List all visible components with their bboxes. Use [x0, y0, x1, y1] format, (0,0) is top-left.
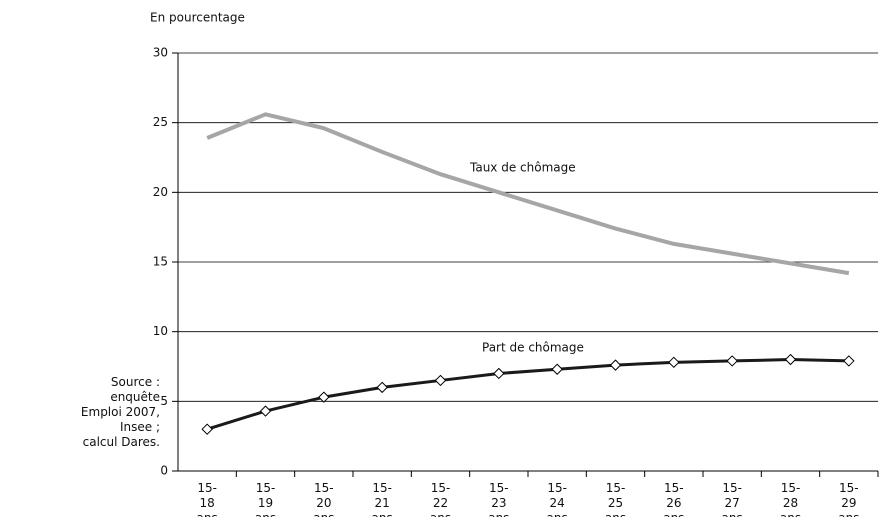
x-tick-label: 15-24 ans	[547, 481, 568, 517]
marker	[551, 363, 563, 375]
x-tick-label: 15-21 ans	[372, 481, 393, 517]
source-line: calcul Dares.	[82, 435, 160, 449]
x-tick-label-box: 15-20 ans	[313, 481, 334, 517]
marker	[376, 381, 388, 394]
y-tick-label: 25	[153, 115, 168, 129]
marker	[201, 423, 213, 435]
marker	[843, 355, 855, 367]
x-tick-label: 15-19 ans	[255, 481, 276, 517]
x-tick-label: 15-26 ans	[663, 481, 684, 517]
marker	[259, 405, 272, 417]
marker	[609, 359, 622, 371]
y-tick-label: 30	[153, 46, 168, 60]
y-tick-label: 5	[160, 394, 168, 408]
series-line	[206, 358, 849, 431]
marker	[784, 353, 797, 366]
source-line: Source :	[110, 375, 160, 389]
x-tick-label-box: 15-25 ans	[605, 481, 626, 517]
x-tick-label-box: 15-18 ans	[197, 481, 218, 517]
y-tick-label: 20	[153, 185, 168, 199]
series-line	[206, 112, 850, 276]
x-tick-label: 15-23 ans	[488, 481, 509, 517]
marker	[668, 356, 680, 369]
y-tick-label: 10	[153, 324, 168, 338]
x-tick-label: 15-18 ans	[197, 481, 218, 517]
y-axis-label: En pourcentage	[150, 11, 245, 25]
x-tick-label-box: 15-23 ans	[488, 481, 509, 517]
source-line: enquête	[110, 390, 160, 404]
x-tick-label: 15-20 ans	[313, 481, 334, 517]
series-label: Taux de chômage	[469, 161, 576, 175]
source-line: Emploi 2007,	[80, 405, 160, 419]
x-tick-label-box: 15-29 ans	[838, 481, 859, 517]
x-tick-label-box: 15-19 ans	[255, 481, 276, 517]
marker	[318, 391, 330, 403]
x-tick-label-box: 15-26 ans	[663, 481, 684, 517]
marker	[726, 355, 738, 367]
y-tick-label: 0	[160, 464, 168, 478]
marker	[493, 367, 505, 380]
x-tick-label: 15-25 ans	[605, 481, 626, 517]
source-note: Source : enquête Emploi 2007, Insee ; calcul…	[60, 375, 160, 450]
x-tick-label: 15-28 ans	[780, 481, 801, 517]
x-tick-label-box: 15-21 ans	[372, 481, 393, 517]
x-tick-label-box: 15-22 ans	[430, 481, 451, 517]
marker	[434, 374, 447, 387]
x-tick-label-box: 15-27 ans	[722, 481, 743, 517]
x-tick-label: 15-22 ans	[430, 481, 451, 517]
source-line: Insee ;	[119, 420, 160, 434]
x-tick-label: 15-29 ans	[838, 481, 859, 517]
x-tick-label: 15-27 ans	[722, 481, 743, 517]
series-label: Part de chômage	[482, 341, 584, 355]
x-tick-label-box: 15-28 ans	[780, 481, 801, 517]
y-tick-label: 15	[153, 255, 168, 269]
x-tick-label-box: 15-24 ans	[547, 481, 568, 517]
